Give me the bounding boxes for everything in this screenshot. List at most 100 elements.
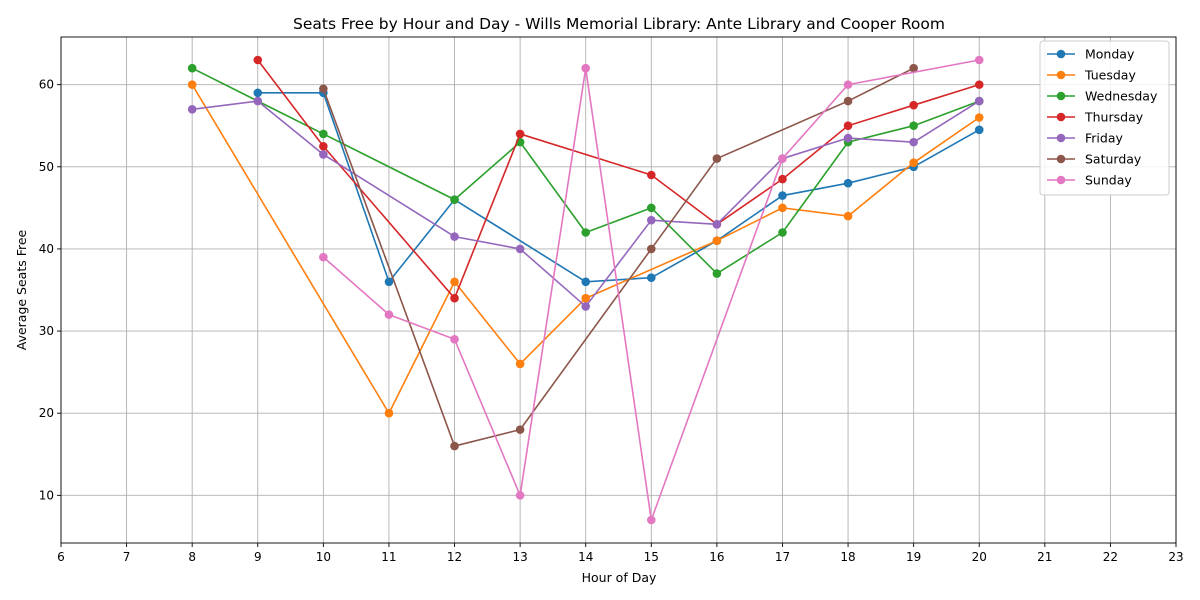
legend-label: Monday <box>1085 47 1135 62</box>
x-tick-label: 22 <box>1103 550 1118 564</box>
y-tick-label: 10 <box>39 488 54 502</box>
data-point-friday <box>515 244 525 254</box>
legend: Monday Tuesday Wednesday Thursday Friday Satu… <box>1039 40 1170 196</box>
data-point-friday <box>909 137 918 147</box>
data-point-sunday <box>515 491 525 500</box>
data-point-tuesday <box>187 80 197 89</box>
legend-marker <box>1056 49 1066 59</box>
data-point-monday <box>646 273 656 282</box>
y-tick-label: 60 <box>39 78 54 92</box>
series-layer <box>187 55 984 525</box>
data-point-tuesday <box>843 211 853 221</box>
data-point-saturday <box>909 63 918 73</box>
data-point-tuesday <box>974 113 984 122</box>
x-tick-label: 8 <box>188 550 196 564</box>
data-point-wednesday <box>646 203 656 213</box>
series-line-friday <box>192 100 980 308</box>
data-point-wednesday <box>581 228 591 237</box>
legend-item-tuesday: Tuesday <box>1047 68 1136 83</box>
data-point-thursday <box>843 121 853 131</box>
series-line-thursday <box>257 59 980 300</box>
data-point-friday <box>974 96 984 106</box>
legend-label: Sunday <box>1085 173 1132 188</box>
data-point-monday <box>253 88 263 98</box>
data-point-friday <box>450 232 459 241</box>
x-tick-label: 23 <box>1168 550 1183 564</box>
data-point-monday <box>974 125 984 135</box>
x-tick-label: 7 <box>123 550 131 564</box>
legend-item-saturday: Saturday <box>1047 152 1142 167</box>
legend-label: Thursday <box>1084 110 1144 125</box>
legend-marker <box>1056 154 1066 164</box>
data-point-friday <box>581 302 591 311</box>
legend-label: Saturday <box>1085 152 1142 167</box>
data-point-wednesday <box>319 129 328 139</box>
legend-marker <box>1056 175 1066 185</box>
data-point-saturday <box>515 425 525 434</box>
y-tick-label: 50 <box>39 160 54 174</box>
data-point-saturday <box>450 441 459 451</box>
data-point-thursday <box>778 174 787 184</box>
series-saturday <box>319 63 918 451</box>
x-tick-label: 11 <box>381 550 396 564</box>
x-tick-label: 6 <box>57 550 65 564</box>
data-point-thursday <box>515 129 525 139</box>
data-point-wednesday <box>712 269 722 278</box>
series-wednesday <box>187 63 984 278</box>
legend-label: Tuesday <box>1084 68 1136 83</box>
chart-title: Seats Free by Hour and Day - Wills Memor… <box>293 15 945 33</box>
legend-marker <box>1056 112 1066 122</box>
x-tick-label: 12 <box>447 550 462 564</box>
data-point-saturday <box>712 154 722 163</box>
data-point-saturday <box>646 244 656 254</box>
data-point-tuesday <box>515 359 525 369</box>
data-point-monday <box>581 277 591 287</box>
data-point-sunday <box>843 80 853 89</box>
data-point-thursday <box>909 100 918 110</box>
legend-marker <box>1056 70 1066 80</box>
data-point-monday <box>384 277 394 287</box>
y-axis-label: Average Seats Free <box>14 229 29 350</box>
data-point-tuesday <box>712 236 722 246</box>
plot-area-frame <box>60 36 1177 544</box>
data-point-sunday <box>974 55 984 65</box>
tick-layer: 6 7 8 9 10 11 12 13 14 15 16 17 18 19 20 21 22 23 10 20 30 40… <box>39 78 1184 564</box>
x-tick-label: 20 <box>972 550 987 564</box>
data-point-friday <box>319 150 328 159</box>
data-point-thursday <box>319 141 328 151</box>
legend-item-wednesday: Wednesday <box>1047 89 1158 104</box>
data-point-friday <box>712 219 722 229</box>
data-point-thursday <box>450 293 459 303</box>
data-point-sunday <box>581 63 591 73</box>
data-point-tuesday <box>450 277 459 287</box>
data-point-friday <box>843 133 853 143</box>
legend-item-monday: Monday <box>1047 47 1135 62</box>
series-friday <box>187 96 984 311</box>
data-point-wednesday <box>450 195 459 204</box>
legend-item-thursday: Thursday <box>1047 110 1144 125</box>
data-point-tuesday <box>778 203 787 213</box>
data-point-monday <box>778 191 787 200</box>
data-point-thursday <box>646 170 656 180</box>
series-sunday <box>319 55 984 525</box>
data-point-wednesday <box>909 121 918 131</box>
data-point-sunday <box>778 154 787 163</box>
data-point-friday <box>253 96 263 106</box>
legend-item-sunday: Sunday <box>1047 173 1132 188</box>
data-point-saturday <box>843 96 853 106</box>
y-tick-label: 20 <box>39 406 54 420</box>
legend-label: Friday <box>1085 131 1123 146</box>
x-tick-label: 19 <box>906 550 921 564</box>
x-tick-label: 21 <box>1037 550 1052 564</box>
legend-label: Wednesday <box>1085 89 1158 104</box>
legend-box <box>1039 40 1170 196</box>
x-tick-label: 15 <box>644 550 659 564</box>
y-tick-label: 40 <box>39 242 54 256</box>
x-tick-label: 16 <box>709 550 724 564</box>
x-tick-label: 13 <box>512 550 527 564</box>
y-tick-label: 30 <box>39 324 54 338</box>
data-point-sunday <box>319 252 328 262</box>
data-point-tuesday <box>581 293 591 303</box>
